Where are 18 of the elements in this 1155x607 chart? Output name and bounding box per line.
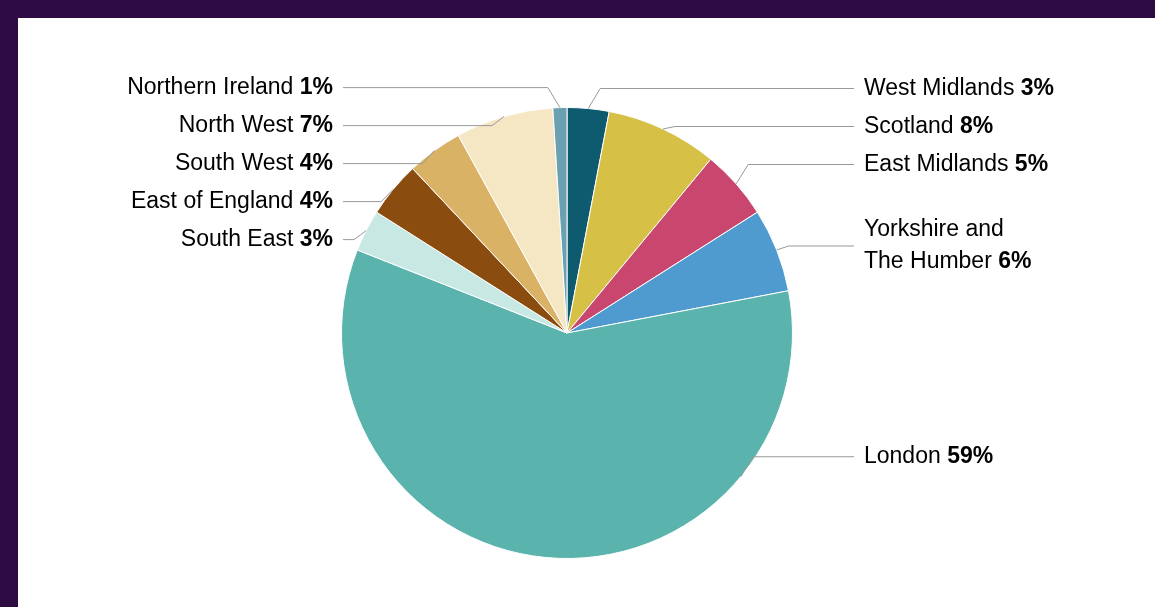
slice-label: South East [180,224,300,251]
data-label: 4% [299,186,334,213]
slice-label: Northern Ireland [127,72,300,99]
slice-label: North West [178,110,300,137]
slice-label: Scotland [864,111,960,138]
slice-label: London [864,442,948,469]
data-label: 4% [299,148,334,175]
slice-label: East of England [130,186,300,213]
slice-label: South West [174,148,300,175]
data-label: 3% [299,224,334,251]
data-label: 7% [299,110,334,137]
data-label: 8% [959,111,994,138]
slice-label: East Midlands [864,149,1015,176]
data-label: 1% [299,72,334,99]
data-label: 3% [1020,73,1055,100]
data-label: 59% [947,442,994,469]
data-label: 5% [1014,149,1049,176]
slice-label: West Midlands [864,73,1021,100]
